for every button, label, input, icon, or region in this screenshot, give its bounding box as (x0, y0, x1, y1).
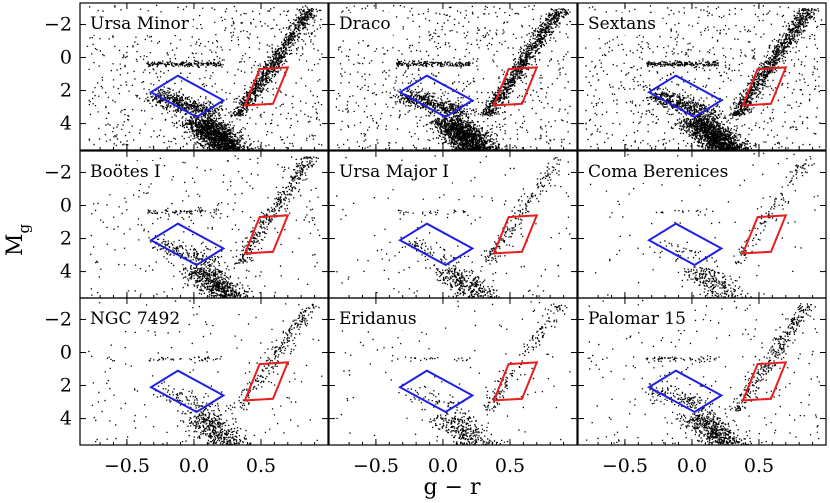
panel-title-background (336, 13, 394, 35)
panel-title-background (585, 161, 732, 183)
blue-selection-box (647, 369, 724, 414)
blue-selection-box (398, 74, 475, 119)
star-points (88, 155, 321, 298)
x-tick-label: 0.5 (744, 455, 774, 477)
y-tick-label: −2 (44, 308, 72, 330)
panel-title-background (336, 161, 453, 183)
x-tick-label: 0.5 (246, 455, 276, 477)
panel-ticks (329, 151, 577, 298)
red-selection-box (741, 66, 788, 107)
panel-title-background (585, 308, 689, 330)
panel-ticks (329, 298, 577, 445)
panel-eridanus: Eridanus (328, 297, 578, 446)
x-tick-label: 0.0 (179, 455, 209, 477)
red-selection-box (492, 361, 539, 402)
star-points (86, 4, 323, 150)
red-selection-box (243, 66, 290, 107)
panel-frame (79, 2, 329, 151)
panel-sextans: Sextans (577, 2, 827, 151)
panel-ticks (578, 3, 826, 150)
red-selection-box (492, 214, 539, 255)
panel-frame (328, 2, 578, 151)
panel-title-background (87, 13, 193, 35)
panel-title: Ursa Major I (339, 162, 449, 182)
red-selection-box (741, 361, 788, 402)
y-tick-label: 4 (60, 261, 72, 283)
panel-frame (577, 2, 827, 151)
panel-ticks (80, 151, 328, 298)
y-tick-label: 0 (60, 195, 72, 217)
star-points (88, 300, 323, 445)
y-axis-label: Mg (3, 224, 33, 257)
x-tick-label: −0.5 (104, 455, 150, 477)
star-points (585, 299, 820, 445)
panel-ticks (578, 298, 826, 445)
x-tick-label: −0.5 (353, 455, 399, 477)
panel-ursa-minor: Ursa Minor (79, 2, 329, 151)
panel-title: Palomar 15 (588, 309, 686, 329)
panel-title: NGC 7492 (90, 309, 180, 329)
panel-ticks (80, 3, 328, 150)
panel-draco: Draco (328, 2, 578, 151)
panel-ursa-major-i: Ursa Major I (328, 150, 578, 299)
panel-title-background (585, 13, 659, 35)
blue-selection-box (647, 222, 724, 267)
panel-title: Boötes I (90, 162, 161, 182)
panel-frame (577, 297, 827, 446)
panel-title: Eridanus (339, 309, 417, 329)
panel-title: Sextans (588, 14, 656, 34)
x-tick-label: 0.0 (428, 455, 458, 477)
panel-ngc-7492: NGC 7492 (79, 297, 329, 446)
y-tick-label: −2 (44, 13, 72, 35)
y-tick-label: 2 (60, 375, 72, 397)
panel-frame (79, 297, 329, 446)
red-selection-box (741, 214, 788, 255)
y-axis-label-main: M (3, 234, 28, 257)
blue-selection-box (149, 74, 226, 119)
red-selection-box (243, 214, 290, 255)
red-selection-box (243, 361, 290, 402)
x-axis-label: g − r (423, 475, 481, 500)
blue-selection-box (398, 369, 475, 414)
panel-title: Draco (339, 14, 391, 34)
x-tick-label: −0.5 (602, 455, 648, 477)
blue-selection-box (398, 222, 475, 267)
y-axis-label-subscript: g (15, 224, 33, 234)
y-tick-label: −2 (44, 161, 72, 183)
star-points (335, 4, 571, 150)
x-tick-label: 0.0 (677, 455, 707, 477)
x-tick-label: 0.5 (495, 455, 525, 477)
red-selection-box (492, 66, 539, 107)
panel-grid: Ursa Minor Draco Sextans Boötes I Ursa Major… (79, 2, 827, 446)
y-tick-label: 4 (60, 408, 72, 430)
panel-title-background (336, 308, 420, 330)
panel-frame (328, 297, 578, 446)
panel-title-background (87, 308, 184, 330)
panel-title: Ursa Minor (90, 14, 190, 34)
blue-selection-box (149, 369, 226, 414)
y-tick-label: 0 (60, 47, 72, 69)
blue-selection-box (647, 74, 724, 119)
y-tick-label: 2 (60, 228, 72, 250)
panel-ticks (578, 151, 826, 298)
y-axis-tick-labels: −2 0 2 4 −2 0 2 4 −2 0 2 4 (44, 13, 72, 429)
panel-ticks (80, 298, 328, 445)
panel-bo-tes-i: Boötes I (79, 150, 329, 299)
panel-title-background (87, 161, 164, 183)
panel-coma-berenices: Coma Berenices (577, 150, 827, 299)
blue-selection-box (149, 222, 226, 267)
y-tick-label: 2 (60, 80, 72, 102)
panel-palomar-15: Palomar 15 (577, 297, 827, 446)
y-tick-label: 4 (60, 113, 72, 135)
star-points (589, 152, 819, 298)
x-axis-tick-labels: −0.5 0.0 0.5 −0.5 0.0 0.5 −0.5 0.0 0.5 (104, 455, 774, 477)
y-tick-label: 0 (60, 342, 72, 364)
star-points (585, 5, 823, 150)
panel-title: Coma Berenices (588, 162, 728, 182)
panel-ticks (329, 3, 577, 150)
